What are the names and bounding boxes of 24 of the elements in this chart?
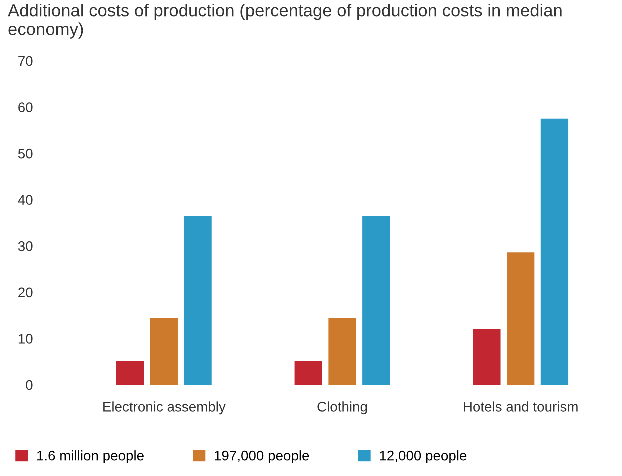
bar xyxy=(507,252,535,385)
y-tick-label: 10 xyxy=(18,334,33,344)
y-tick-label: 30 xyxy=(18,241,33,252)
y-tick-label: 20 xyxy=(18,288,33,298)
x-tick-label: Electronic assembly xyxy=(104,402,226,415)
y-tick-label: 40 xyxy=(18,195,33,206)
y-tick-label: 0 xyxy=(26,380,33,390)
bar xyxy=(150,318,178,385)
bar xyxy=(184,216,212,385)
x-tick-label: Clothing xyxy=(318,402,368,415)
y-tick-label: 70 xyxy=(18,56,33,66)
y-tick-label: 50 xyxy=(18,148,33,159)
chart-title: Additional costs of production (percentage of production costs in median economy) xyxy=(8,4,562,39)
x-tick-label: Hotels and tourism xyxy=(464,402,578,412)
y-tick-label: 60 xyxy=(18,102,33,112)
bar xyxy=(116,361,144,385)
bar xyxy=(328,318,356,385)
bar xyxy=(540,118,569,385)
legend-label: 1.6 million people xyxy=(38,450,144,464)
legend-label: 197,000 people xyxy=(215,450,310,464)
legend-label: 12,000 people xyxy=(380,450,467,464)
bar xyxy=(473,329,501,385)
bar xyxy=(294,361,322,385)
bar xyxy=(362,216,390,385)
